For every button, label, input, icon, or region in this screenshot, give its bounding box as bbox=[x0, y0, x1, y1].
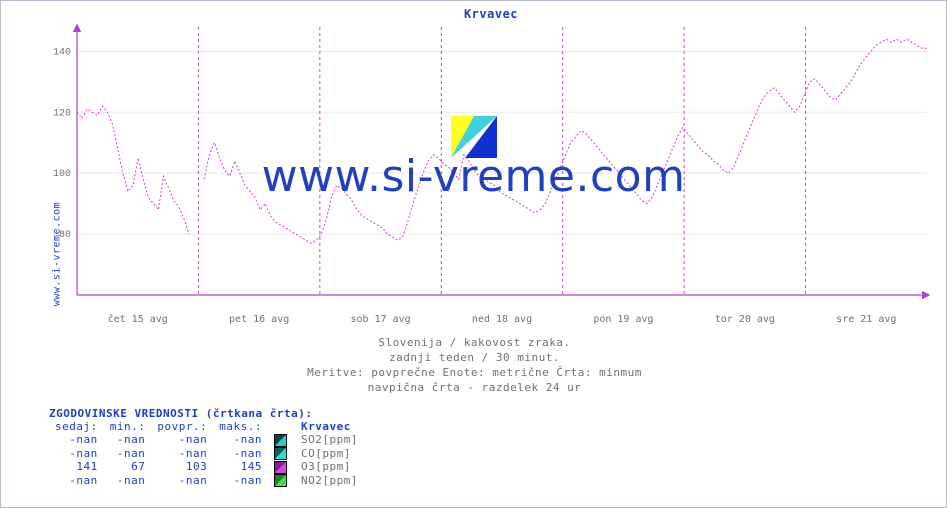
legend-table: ZGODOVINSKE VREDNOSTI (črtkana črta): se… bbox=[49, 407, 364, 487]
subline: Meritve: povprečne Enote: metrične Črta:… bbox=[1, 365, 947, 380]
legend-value: -nan bbox=[213, 447, 268, 461]
x-tick-label: sre 21 avg bbox=[836, 314, 896, 325]
legend-col-header: maks.: bbox=[213, 420, 268, 433]
x-axis-ticks: čet 15 avg pet 16 avg sob 17 avg ned 18 avg… bbox=[49, 314, 933, 328]
legend-value: 67 bbox=[104, 460, 152, 474]
x-tick-label: pet 16 avg bbox=[229, 314, 289, 325]
legend-series-label: SO2[ppm] bbox=[295, 433, 364, 447]
legend-value: -nan bbox=[213, 474, 268, 488]
legend-value: 145 bbox=[213, 460, 268, 474]
plot-svg: 80 100 120 140 bbox=[49, 21, 933, 301]
legend-value: -nan bbox=[104, 474, 152, 488]
legend-series-label: NO2[ppm] bbox=[295, 474, 364, 488]
chart-title: Krvavec bbox=[49, 5, 933, 21]
legend-value: -nan bbox=[49, 474, 104, 488]
legend-value: -nan bbox=[104, 447, 152, 461]
table-row: -nan-nan-nan-nanCO[ppm] bbox=[49, 447, 364, 461]
chart-container: www.si-vreme.com Krvavec 80100120140 www… bbox=[0, 0, 947, 508]
legend-value: -nan bbox=[49, 447, 104, 461]
x-tick-label: ned 18 avg bbox=[472, 314, 532, 325]
svg-text:80: 80 bbox=[59, 230, 71, 241]
table-row: -nan-nan-nan-nanNO2[ppm] bbox=[49, 474, 364, 488]
legend-swatch bbox=[268, 433, 295, 447]
svg-text:120: 120 bbox=[53, 108, 71, 119]
x-tick-label: čet 15 avg bbox=[108, 314, 168, 325]
subline: Slovenija / kakovost zraka. bbox=[1, 335, 947, 350]
legend-col-header: sedaj: bbox=[49, 420, 104, 433]
legend-header: ZGODOVINSKE VREDNOSTI (črtkana črta): bbox=[49, 407, 364, 420]
legend-value: -nan bbox=[49, 433, 104, 447]
legend-value: -nan bbox=[151, 433, 213, 447]
legend-swatch bbox=[268, 447, 295, 461]
legend-value: -nan bbox=[151, 447, 213, 461]
table-row: -nan-nan-nan-nanSO2[ppm] bbox=[49, 433, 364, 447]
legend-value: 141 bbox=[49, 460, 104, 474]
legend-swatch bbox=[268, 474, 295, 488]
legend-swatch bbox=[268, 460, 295, 474]
chart-sublines: Slovenija / kakovost zraka. zadnji teden… bbox=[1, 335, 947, 395]
legend-value: 103 bbox=[151, 460, 213, 474]
legend-series-label: CO[ppm] bbox=[295, 447, 364, 461]
chart-area: Krvavec 80 100 120 140 bbox=[49, 5, 933, 310]
subline: navpična črta - razdelek 24 ur bbox=[1, 380, 947, 395]
legend-col-header: min.: bbox=[104, 420, 152, 433]
legend-grid: sedaj:min.:povpr.:maks.: Krvavec-nan-nan… bbox=[49, 420, 364, 487]
table-row: 14167103145 O3[ppm] bbox=[49, 460, 364, 474]
legend-value: -nan bbox=[151, 474, 213, 488]
x-tick-label: tor 20 avg bbox=[715, 314, 775, 325]
legend-value: -nan bbox=[213, 433, 268, 447]
plot-region: 80 100 120 140 bbox=[49, 21, 933, 301]
x-tick-label: pon 19 avg bbox=[593, 314, 653, 325]
x-tick-label: sob 17 avg bbox=[350, 314, 410, 325]
legend-col-header: povpr.: bbox=[151, 420, 213, 433]
legend-value: -nan bbox=[104, 433, 152, 447]
svg-text:140: 140 bbox=[53, 47, 71, 58]
subline: zadnji teden / 30 minut. bbox=[1, 350, 947, 365]
svg-text:100: 100 bbox=[53, 169, 71, 180]
legend-site-label: Krvavec bbox=[295, 420, 364, 433]
legend-series-label: O3[ppm] bbox=[295, 460, 364, 474]
